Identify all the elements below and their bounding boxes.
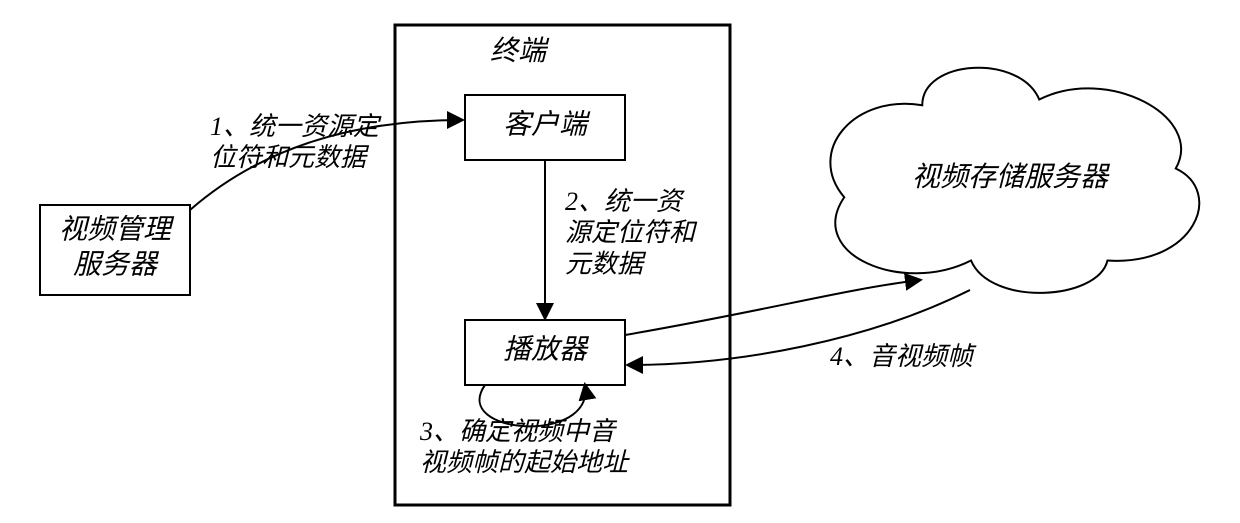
client-label: 客户端 — [503, 110, 591, 141]
video-storage-server-label: 视频存储服务器 — [912, 162, 1111, 193]
edge-1-label: 1、统一资源定位符和元数据 — [210, 112, 382, 172]
edge-3-label: 3、确定视频中音视频帧的起始地址 — [419, 417, 630, 477]
edge-2-label: 2、统一资源定位符和元数据 — [565, 187, 698, 278]
terminal-label: 终端 — [490, 36, 550, 67]
player-label: 播放器 — [503, 335, 590, 366]
edge-4-label: 4、音视频帧 — [830, 342, 977, 371]
